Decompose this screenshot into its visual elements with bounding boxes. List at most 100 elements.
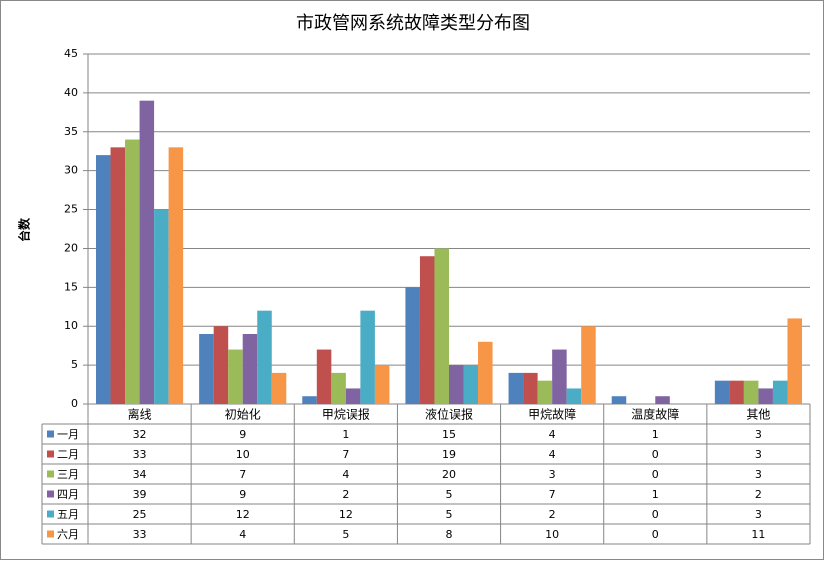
table-value: 12 bbox=[339, 508, 353, 521]
bar bbox=[463, 365, 479, 404]
legend-label: 二月 bbox=[57, 448, 79, 461]
bar bbox=[611, 396, 627, 404]
table-value: 4 bbox=[549, 448, 556, 461]
legend-label: 三月 bbox=[57, 468, 79, 481]
table-value: 2 bbox=[549, 508, 556, 521]
bar bbox=[302, 396, 317, 404]
table-value: 3 bbox=[755, 428, 762, 441]
bar bbox=[242, 334, 258, 404]
x-tick-label: 温度故障 bbox=[631, 407, 679, 422]
table-value: 33 bbox=[133, 528, 147, 541]
bar bbox=[523, 372, 538, 404]
bar bbox=[537, 380, 553, 404]
bar bbox=[478, 341, 493, 404]
legend-label: 六月 bbox=[57, 528, 79, 541]
table-value: 10 bbox=[236, 448, 250, 461]
table-value: 3 bbox=[755, 468, 762, 481]
table-value: 3 bbox=[755, 448, 762, 461]
bar bbox=[714, 380, 730, 404]
table-value: 3 bbox=[549, 468, 556, 481]
legend-swatch bbox=[47, 430, 54, 438]
table-value: 2 bbox=[755, 488, 762, 501]
bar bbox=[581, 326, 596, 404]
bar bbox=[552, 349, 567, 404]
table-value: 0 bbox=[652, 508, 659, 521]
y-tick-label: 20 bbox=[64, 241, 78, 254]
legend-swatch bbox=[47, 530, 54, 538]
bar bbox=[434, 248, 449, 404]
table-value: 10 bbox=[545, 528, 559, 541]
table-value: 1 bbox=[652, 428, 659, 441]
legend-label: 四月 bbox=[57, 488, 79, 501]
bar bbox=[154, 209, 169, 404]
bar bbox=[139, 100, 155, 405]
x-tick-label: 离线 bbox=[128, 407, 152, 422]
bar bbox=[374, 365, 390, 404]
table-value: 0 bbox=[652, 448, 659, 461]
bar bbox=[331, 372, 346, 404]
bar bbox=[508, 372, 524, 404]
table-value: 4 bbox=[549, 428, 556, 441]
table-value: 12 bbox=[236, 508, 250, 521]
bar bbox=[213, 326, 229, 404]
bar bbox=[316, 349, 332, 404]
table-value: 5 bbox=[446, 508, 453, 521]
bar bbox=[405, 287, 420, 404]
y-tick-label: 5 bbox=[71, 358, 78, 371]
legend-label: 五月 bbox=[57, 508, 79, 521]
bar bbox=[772, 380, 788, 404]
y-tick-label: 35 bbox=[64, 125, 78, 138]
y-tick-label: 25 bbox=[64, 203, 78, 216]
y-tick-label: 45 bbox=[64, 47, 78, 60]
bar bbox=[168, 147, 184, 405]
table-value: 4 bbox=[342, 468, 349, 481]
table-value: 3 bbox=[755, 508, 762, 521]
bar bbox=[360, 310, 375, 404]
y-tick-label: 15 bbox=[64, 280, 78, 293]
x-tick-label: 其他 bbox=[746, 408, 770, 422]
bar bbox=[787, 318, 802, 404]
bar bbox=[228, 349, 243, 404]
y-tick-label: 40 bbox=[64, 86, 78, 99]
legend-label: 一月 bbox=[57, 428, 79, 441]
table-value: 32 bbox=[133, 428, 147, 441]
legend-swatch bbox=[47, 450, 54, 458]
table-value: 1 bbox=[652, 488, 659, 501]
bar bbox=[449, 365, 464, 404]
table-value: 5 bbox=[446, 488, 453, 501]
y-tick-label: 10 bbox=[64, 319, 78, 332]
table-value: 20 bbox=[442, 468, 456, 481]
bar bbox=[345, 388, 361, 404]
chart-title: 市政管网系统故障类型分布图 bbox=[296, 13, 530, 34]
table-value: 5 bbox=[342, 528, 349, 541]
table-value: 1 bbox=[342, 428, 349, 441]
legend-swatch bbox=[47, 510, 54, 518]
table-value: 7 bbox=[549, 488, 556, 501]
x-tick-label: 液位误报 bbox=[425, 407, 473, 422]
bar bbox=[655, 396, 670, 404]
bar bbox=[566, 388, 582, 404]
bar bbox=[257, 310, 272, 404]
table-value: 25 bbox=[133, 508, 147, 521]
bar bbox=[743, 380, 759, 404]
table-value: 4 bbox=[239, 528, 246, 541]
bar bbox=[419, 256, 435, 404]
table-value: 0 bbox=[652, 528, 659, 541]
y-axis-label: 台数 bbox=[17, 217, 32, 242]
bar bbox=[758, 388, 773, 404]
y-tick-label: 0 bbox=[71, 397, 78, 410]
x-tick-label: 初始化 bbox=[225, 408, 261, 422]
legend-swatch bbox=[47, 470, 54, 478]
legend-swatch bbox=[47, 490, 54, 498]
table-value: 19 bbox=[442, 448, 456, 461]
bar bbox=[110, 147, 126, 405]
table-value: 8 bbox=[446, 528, 453, 541]
table-value: 7 bbox=[342, 448, 349, 461]
table-value: 39 bbox=[133, 488, 147, 501]
table-value: 0 bbox=[652, 468, 659, 481]
y-tick-label: 30 bbox=[64, 164, 78, 177]
table-value: 9 bbox=[239, 488, 246, 501]
bar bbox=[199, 334, 214, 404]
table-value: 33 bbox=[133, 448, 147, 461]
